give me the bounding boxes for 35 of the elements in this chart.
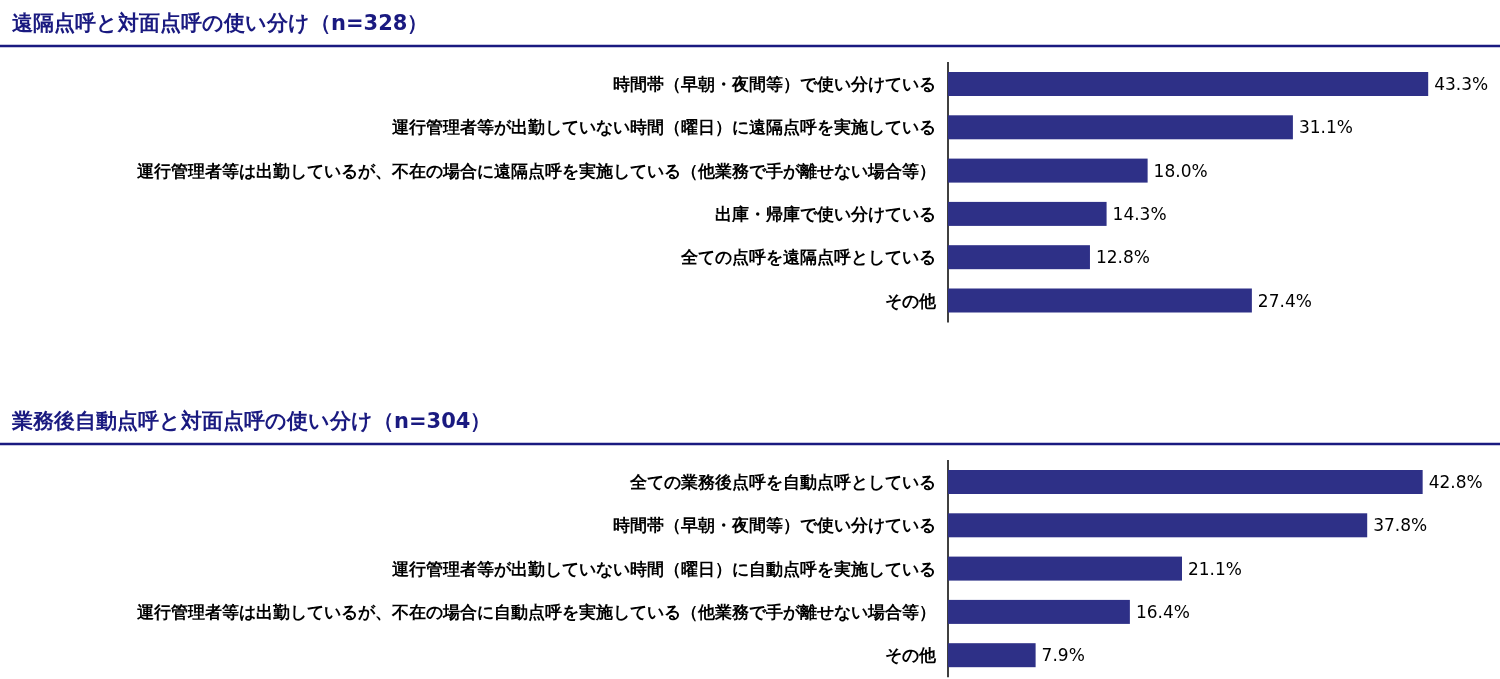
y-tick-label: その他 <box>885 645 937 666</box>
y-tick-label: 時間帯（早朝・夜間等）で使い分けている <box>613 74 936 94</box>
text: 遠隔点呼と対面点呼の使い分け（n=328） <box>12 11 429 35</box>
bar <box>948 470 1423 494</box>
bar <box>948 288 1252 313</box>
y-tick-label: 運行管理者等が出勤していない時間（曜日）に遠隔点呼を実施している <box>391 117 936 138</box>
y-tick-label: 運行管理者等は出勤しているが、不在の場合に遠隔点呼を実施している（他業務で手が離せない場合等） <box>136 160 936 181</box>
y-tick-label: 時間帯（早朝・夜間等）で使い分けている <box>613 515 936 536</box>
bar <box>948 556 1182 581</box>
data-label: 18.0% <box>1153 160 1208 181</box>
y-tick-label: 運行管理者等が出勤していない時間（曜日）に自動点呼を実施している <box>391 558 936 579</box>
y-tick-label: 出庫・帰庫で使い分けている <box>715 203 936 224</box>
bar <box>948 245 1090 270</box>
data-label: 37.8% <box>1373 515 1428 536</box>
y-tick-label: 運行管理者等は出勤しているが、不在の場合に自動点呼を実施している（他業務で手が離せない場合等） <box>136 601 936 622</box>
bar <box>948 201 1107 226</box>
bar <box>948 599 1130 624</box>
bar <box>948 72 1429 96</box>
data-label: 16.4% <box>1135 601 1190 622</box>
data-label: 21.1% <box>1188 558 1243 579</box>
bar <box>948 643 1036 668</box>
y-tick-label: 全ての点呼を遠隔点呼としている <box>680 247 936 268</box>
bar <box>948 513 1368 538</box>
bar <box>948 158 1148 183</box>
y-tick-label: 全ての業務後点呼を自動点呼としている <box>629 472 936 492</box>
data-label: 12.8% <box>1095 247 1150 268</box>
data-label: 31.1% <box>1298 117 1353 138</box>
data-label: 14.3% <box>1112 203 1167 224</box>
text: 業務後自動点呼と対面点呼の使い分け（n=304） <box>11 409 492 433</box>
data-label: 43.3% <box>1434 74 1489 94</box>
data-label: 42.8% <box>1428 472 1483 492</box>
bar <box>948 115 1293 140</box>
data-label: 7.9% <box>1041 645 1085 666</box>
y-tick-label: その他 <box>885 290 937 311</box>
data-label: 27.4% <box>1257 290 1312 311</box>
